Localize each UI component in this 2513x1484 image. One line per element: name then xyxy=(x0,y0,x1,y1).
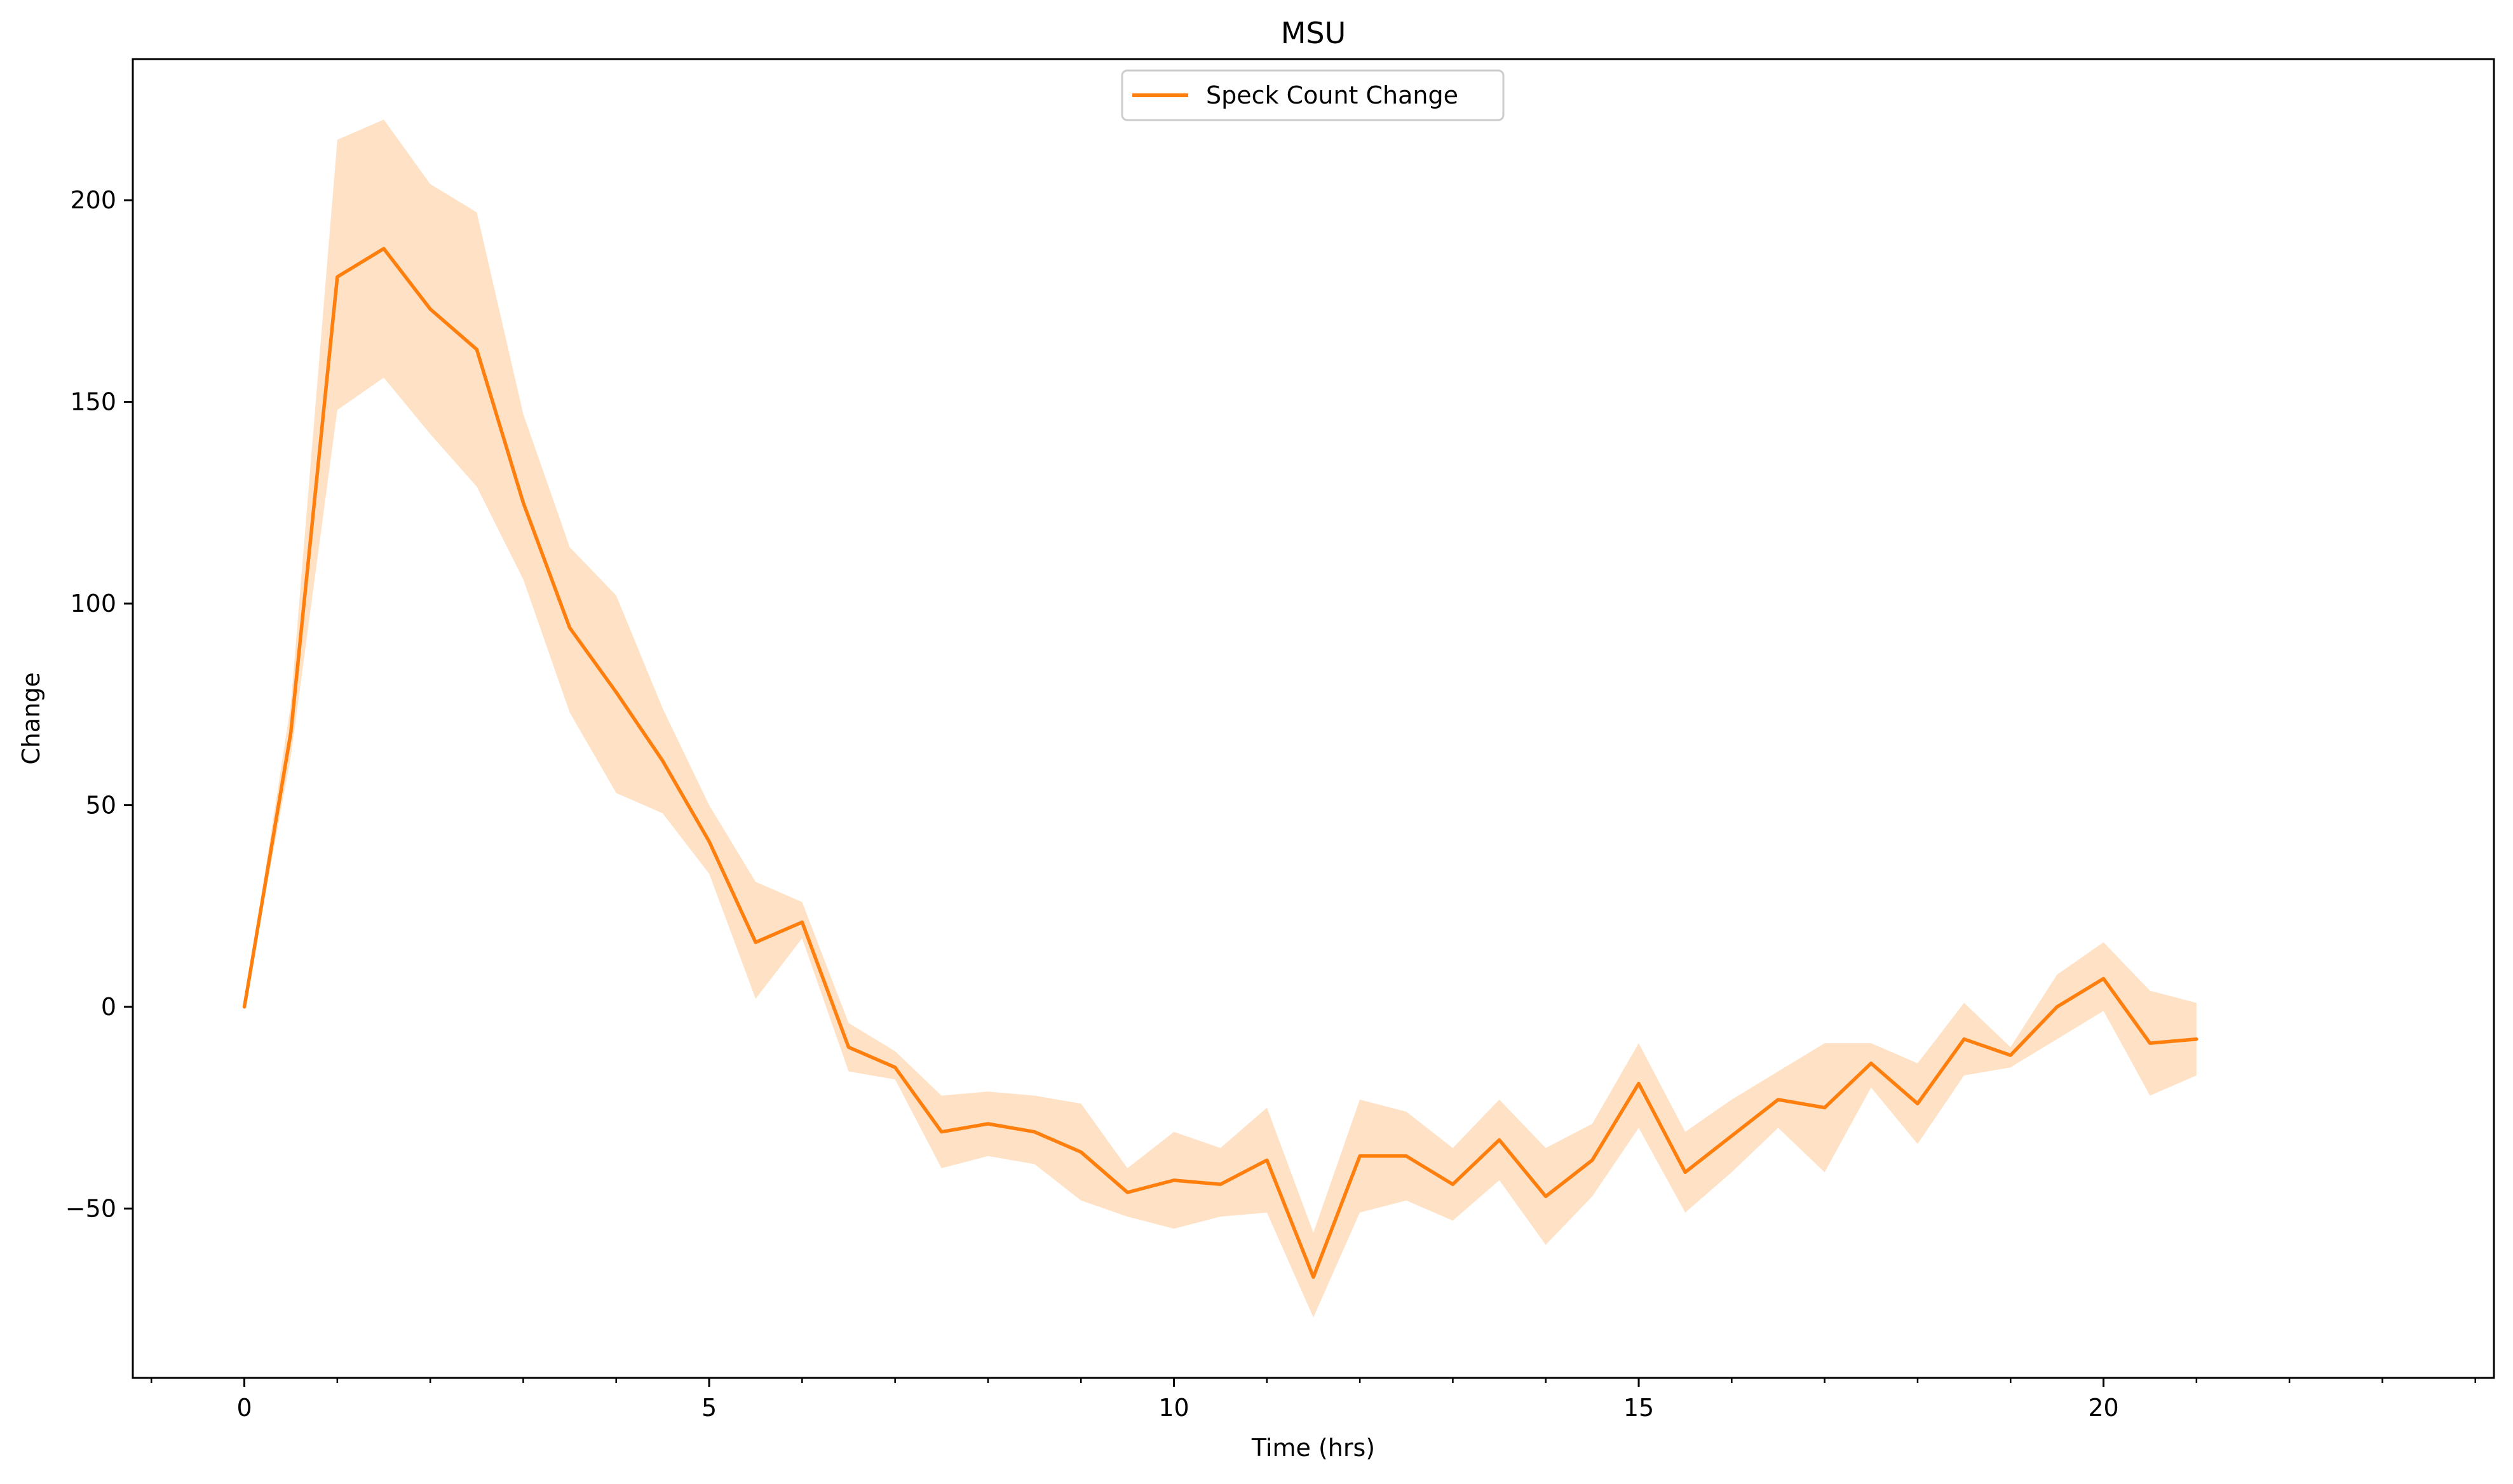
legend: Speck Count Change xyxy=(1121,69,1505,121)
y-axis-label: Change xyxy=(17,672,45,765)
x-axis-label: Time (hrs) xyxy=(1251,1434,1375,1462)
series-line-speck-count-change xyxy=(242,246,2198,1279)
chart-title: MSU xyxy=(1281,16,1346,50)
y-tick-label: 50 xyxy=(86,791,116,819)
confidence-band-layer xyxy=(244,119,2197,1318)
legend-label-speck-count-change: Speck Count Change xyxy=(1206,81,1458,109)
x-tick-label: 10 xyxy=(1158,1394,1189,1422)
series-line-layer xyxy=(242,246,2198,1279)
x-axis-ticks: 0 5 10 15 20 xyxy=(151,1378,2476,1422)
y-tick-label: 200 xyxy=(70,186,116,214)
plot-area-frame xyxy=(132,58,2495,1379)
x-tick-label: 5 xyxy=(701,1394,717,1422)
y-tick-label: 100 xyxy=(70,590,116,617)
y-tick-label: 0 xyxy=(101,993,116,1021)
confidence-band xyxy=(244,119,2197,1318)
y-tick-label: 150 xyxy=(70,388,116,416)
x-tick-label: 0 xyxy=(236,1394,252,1422)
y-axis-ticks: −50 0 50 100 150 200 xyxy=(65,186,133,1222)
x-tick-label: 20 xyxy=(2088,1394,2118,1422)
x-tick-label: 15 xyxy=(1623,1394,1654,1422)
legend-box xyxy=(1121,69,1505,121)
y-tick-label: −50 xyxy=(65,1194,116,1222)
